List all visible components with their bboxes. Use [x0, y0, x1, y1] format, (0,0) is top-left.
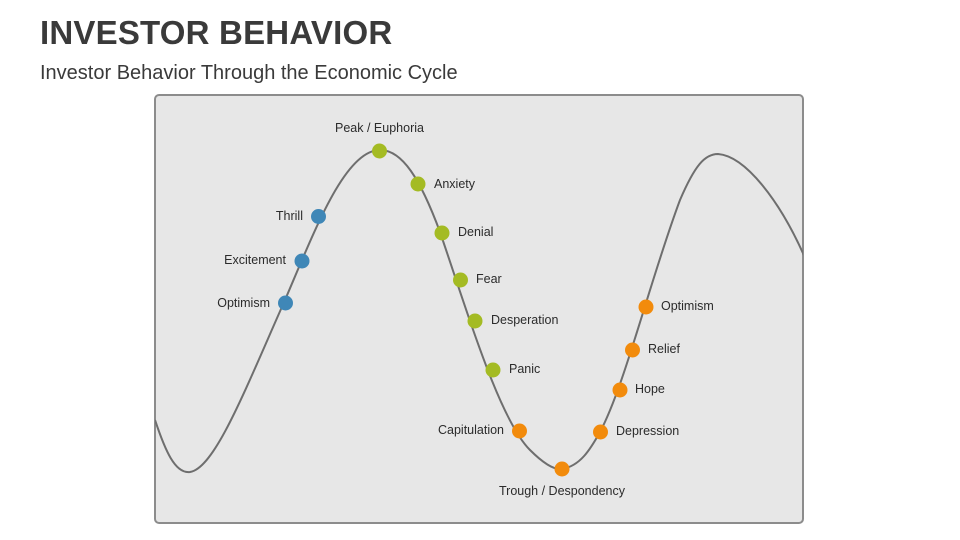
- stage-label: Depression: [616, 424, 679, 438]
- stage-label: Anxiety: [434, 177, 476, 191]
- stage-label: Peak / Euphoria: [335, 121, 424, 135]
- diagram-panel: [154, 94, 804, 524]
- stage-peak-euphoria: Peak / Euphoria: [335, 121, 424, 159]
- stage-marker: [485, 362, 501, 378]
- cycle-curve: [155, 148, 803, 474]
- stage-marker: [278, 295, 293, 311]
- stage-relief: Relief: [625, 342, 680, 358]
- stage-label: Panic: [509, 362, 540, 376]
- stage-marker: [311, 209, 326, 224]
- page-subtitle: Investor Behavior Through the Economic C…: [40, 62, 458, 84]
- stage-label: Desperation: [491, 313, 558, 327]
- page-title: INVESTOR BEHAVIOR: [40, 14, 393, 51]
- stage-label: Excitement: [224, 253, 286, 267]
- stage-label: Fear: [476, 272, 502, 286]
- stage-marker: [453, 272, 468, 288]
- stage-marker: [612, 382, 628, 398]
- stage-marker: [625, 342, 640, 358]
- stage-trough-despondency: Trough / Despondency: [499, 461, 626, 498]
- stage-label: Relief: [648, 342, 680, 356]
- stage-marker: [410, 176, 426, 192]
- stage-fear: Fear: [453, 272, 502, 288]
- stage-hope: Hope: [612, 382, 665, 398]
- stage-label: Denial: [458, 225, 493, 239]
- stage-optimism-1: Optimism: [217, 295, 293, 311]
- stage-marker: [372, 143, 387, 159]
- stage-anxiety: Anxiety: [410, 176, 476, 192]
- stage-label: Optimism: [217, 296, 270, 310]
- stage-panic: Panic: [485, 362, 540, 378]
- stage-thrill: Thrill: [276, 209, 326, 224]
- stage-marker: [638, 299, 654, 315]
- stage-label: Thrill: [276, 209, 303, 223]
- stage-marker: [512, 423, 527, 439]
- stage-label: Capitulation: [438, 423, 504, 437]
- stage-marker: [434, 225, 450, 241]
- stage-label: Trough / Despondency: [499, 484, 626, 498]
- stage-denial: Denial: [434, 225, 493, 241]
- stage-desperation: Desperation: [467, 313, 558, 329]
- stage-marker: [294, 253, 310, 269]
- stage-depression: Depression: [593, 424, 679, 440]
- stage-optimism-2: Optimism: [638, 299, 714, 315]
- stage-excitement: Excitement: [224, 253, 310, 269]
- stage-label: Optimism: [661, 299, 714, 313]
- stage-marker: [467, 313, 483, 329]
- stage-marker: [593, 424, 608, 440]
- stage-marker: [554, 461, 570, 477]
- stage-capitulation: Capitulation: [438, 423, 527, 439]
- stage-label: Hope: [635, 382, 665, 396]
